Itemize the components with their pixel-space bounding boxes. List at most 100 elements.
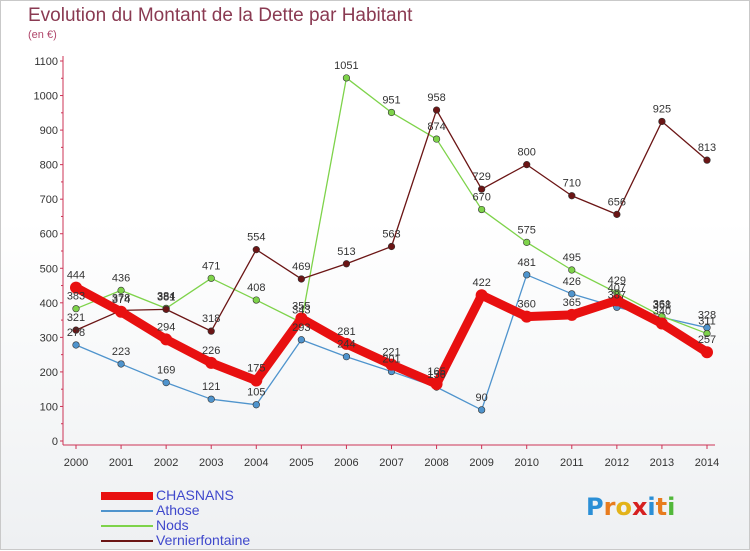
data-label: 951	[382, 94, 400, 106]
logo-letter: i	[667, 493, 676, 521]
x-tick-label: 2009	[469, 457, 493, 469]
logo-letter: t	[655, 493, 668, 521]
legend-item: Vernierfontaine	[101, 533, 321, 548]
data-label: 318	[202, 313, 220, 325]
data-label: 358	[653, 299, 671, 311]
legend-swatch	[101, 540, 153, 542]
data-label: 355	[292, 300, 310, 312]
data-label: 710	[563, 178, 581, 190]
data-label: 311	[698, 316, 716, 328]
data-point	[295, 312, 308, 325]
data-label: 407	[608, 282, 626, 294]
data-label: 426	[563, 276, 581, 288]
data-label: 165	[427, 366, 445, 378]
legend-swatch	[101, 510, 153, 512]
data-point	[205, 356, 218, 369]
legend-item: Athose	[101, 503, 321, 518]
x-tick-label: 2012	[605, 457, 629, 469]
y-tick-label: 400	[40, 298, 58, 310]
data-label: 563	[382, 229, 400, 241]
legend-label: CHASNANS	[156, 487, 234, 503]
x-tick-label: 2011	[560, 457, 584, 469]
data-label: 374	[112, 294, 130, 306]
x-tick-label: 2010	[514, 457, 538, 469]
y-tick-label: 600	[40, 229, 58, 241]
x-tick-label: 2000	[64, 457, 88, 469]
data-point	[658, 117, 666, 126]
data-point	[520, 310, 533, 323]
data-point	[252, 296, 260, 304]
data-label: 340	[653, 306, 671, 318]
legend-swatch	[101, 525, 153, 527]
data-point	[252, 401, 260, 409]
data-label: 874	[427, 121, 445, 133]
data-label: 281	[337, 326, 355, 338]
data-point	[117, 360, 125, 368]
data-label: 387	[608, 289, 626, 301]
data-label: 226	[202, 345, 220, 357]
y-tick-label: 1100	[34, 56, 58, 68]
legend-swatch	[101, 492, 153, 500]
data-point	[72, 341, 80, 349]
legend-label: Vernierfontaine	[156, 532, 251, 548]
data-label: 384	[157, 290, 175, 302]
data-label: 343	[292, 305, 310, 317]
data-point	[568, 192, 576, 200]
data-label: 554	[247, 232, 265, 244]
legend-item: Nods	[101, 518, 321, 533]
data-point	[162, 305, 170, 313]
logo-letter: o	[615, 493, 632, 521]
data-point	[478, 406, 486, 414]
data-label: 105	[247, 387, 265, 399]
data-point	[70, 281, 82, 294]
data-label: 293	[292, 322, 310, 334]
data-point	[340, 337, 353, 350]
data-label: 156	[427, 369, 445, 381]
logo-letter: P	[586, 493, 604, 521]
x-tick-label: 2003	[199, 457, 223, 469]
data-label: 729	[472, 171, 490, 183]
data-label: 1051	[334, 60, 358, 72]
y-tick-label: 1000	[34, 91, 58, 103]
y-tick-label: 800	[40, 160, 58, 172]
y-tick-label: 700	[40, 194, 58, 206]
data-label: 383	[67, 291, 85, 303]
x-tick-label: 2014	[695, 457, 719, 469]
data-point	[72, 326, 80, 334]
data-label: 422	[472, 277, 490, 289]
data-point	[523, 161, 531, 169]
legend-item: CHASNANS	[101, 488, 321, 503]
data-label: 800	[518, 147, 536, 159]
data-point	[703, 329, 711, 338]
data-label: 670	[472, 192, 490, 204]
x-tick-label: 2002	[154, 457, 178, 469]
data-label: 121	[202, 381, 220, 393]
data-point	[701, 346, 713, 359]
data-label: 378	[112, 292, 130, 304]
data-point	[430, 378, 443, 390]
data-point	[342, 74, 351, 82]
data-point	[432, 106, 441, 114]
data-point	[162, 379, 170, 387]
data-label: 513	[337, 246, 355, 258]
logo-letter: r	[603, 493, 616, 521]
data-point	[475, 289, 488, 302]
logo-letter: x	[631, 493, 648, 521]
data-label: 294	[157, 321, 175, 333]
chart-title: Evolution du Montant de la Dette par Hab…	[28, 5, 413, 26]
data-label: 90	[476, 392, 488, 404]
x-tick-label: 2008	[424, 457, 448, 469]
data-point	[523, 271, 531, 279]
data-point	[523, 238, 531, 246]
data-label: 321	[67, 312, 85, 324]
data-label: 495	[563, 252, 581, 264]
data-point	[297, 336, 305, 344]
data-point	[568, 266, 576, 274]
data-point	[207, 395, 215, 403]
x-tick-label: 2006	[334, 457, 358, 469]
data-label: 328	[698, 310, 716, 322]
data-label: 175	[247, 363, 265, 375]
legend-label: Nods	[156, 517, 189, 533]
data-label: 925	[653, 103, 671, 115]
